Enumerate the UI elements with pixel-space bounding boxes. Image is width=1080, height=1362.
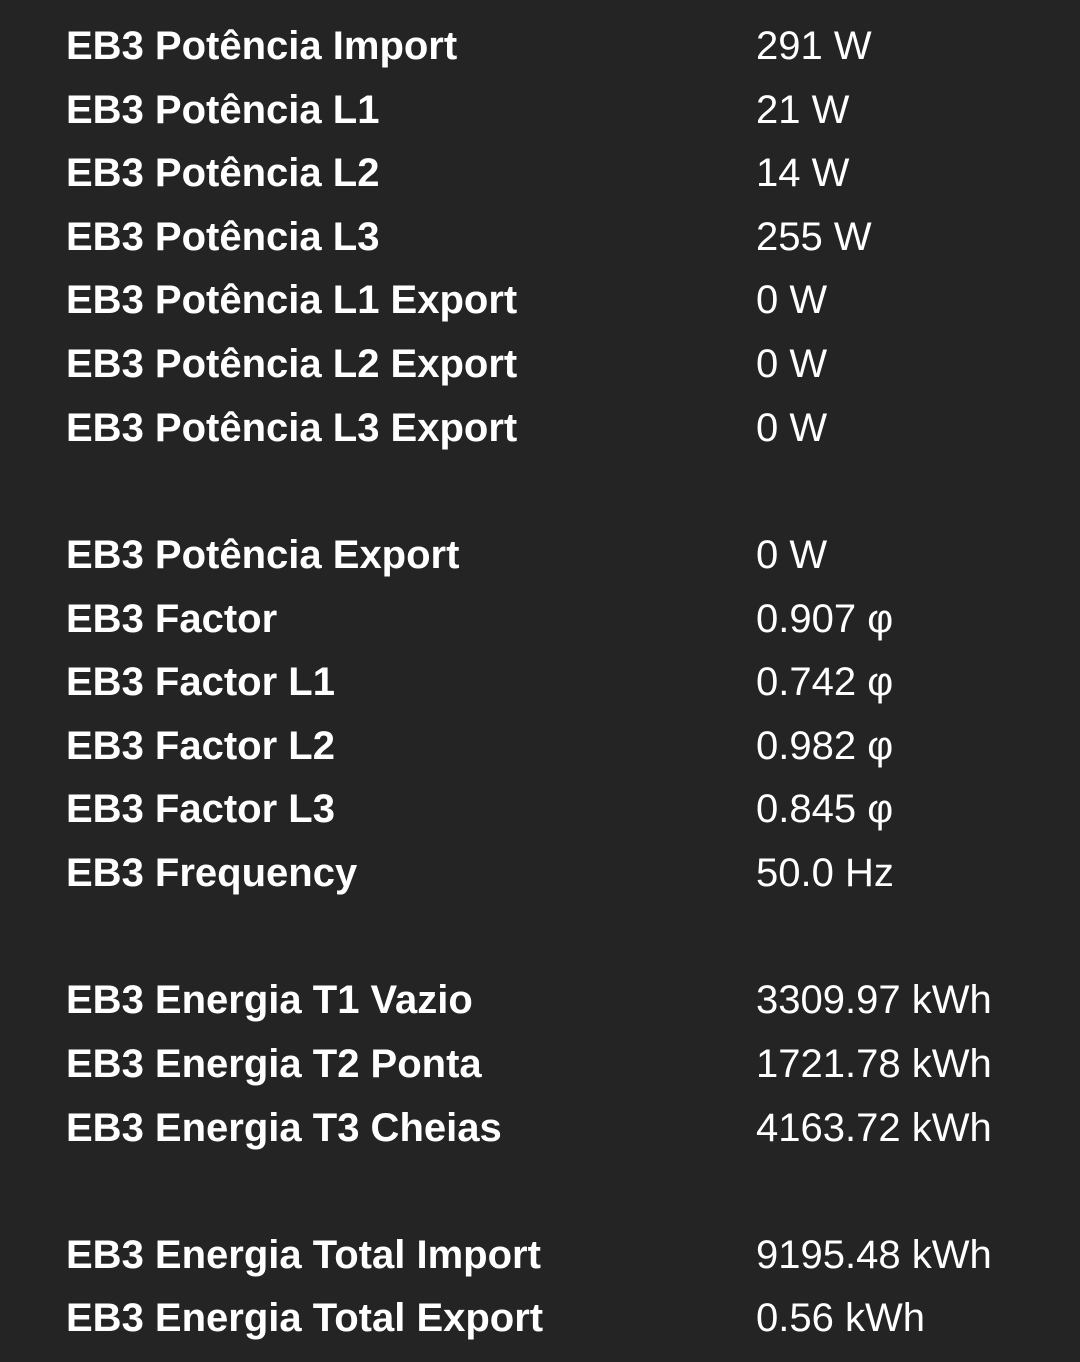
sensor-row-frequency[interactable]: EB3 Frequency 50.0 Hz (0, 841, 1080, 905)
sensor-value: 14 W (756, 151, 850, 195)
sensor-label: EB3 Potência L3 (66, 215, 380, 259)
sensor-row-factor-l1[interactable]: EB3 Factor L1 0.742 φ (0, 650, 1080, 714)
sensor-row-potencia-import[interactable]: EB3 Potência Import 291 W (0, 14, 1080, 78)
sensor-label: EB3 Potência Import (66, 24, 458, 68)
sensor-row-factor-l3[interactable]: EB3 Factor L3 0.845 φ (0, 777, 1080, 841)
sensor-value: 50.0 Hz (756, 851, 894, 895)
sensor-value: 0 W (756, 278, 828, 322)
sensor-label: EB3 Factor (66, 597, 278, 641)
sensor-value: 255 W (756, 215, 872, 259)
sensor-label: EB3 Potência L1 Export (66, 278, 518, 322)
sensor-value: 1721.78 kWh (756, 1042, 992, 1086)
sensor-value: 0.907 φ (756, 597, 894, 641)
sensor-label: EB3 Energia T3 Cheias (66, 1106, 502, 1150)
sensor-value: 0.982 φ (756, 724, 894, 768)
sensor-value: 9195.48 kWh (756, 1233, 992, 1277)
sensor-row-factor[interactable]: EB3 Factor 0.907 φ (0, 587, 1080, 651)
sensor-row-potencia-l1-export[interactable]: EB3 Potência L1 Export 0 W (0, 268, 1080, 332)
sensor-value: 0 W (756, 533, 828, 577)
sensor-value: 0.742 φ (756, 660, 894, 704)
sensor-label: EB3 Factor L3 (66, 787, 335, 831)
sensor-value: 3309.97 kWh (756, 978, 992, 1022)
sensor-value: 0.845 φ (756, 787, 894, 831)
sensor-row-potencia-l3-export[interactable]: EB3 Potência L3 Export 0 W (0, 396, 1080, 460)
sensor-row-potencia-export[interactable]: EB3 Potência Export 0 W (0, 523, 1080, 587)
sensor-row-potencia-l2[interactable]: EB3 Potência L2 14 W (0, 141, 1080, 205)
sensor-row-energia-total-export[interactable]: EB3 Energia Total Export 0.56 kWh (0, 1286, 1080, 1350)
sensor-label: EB3 Potência L3 Export (66, 406, 518, 450)
sensor-row-potencia-l3[interactable]: EB3 Potência L3 255 W (0, 205, 1080, 269)
sensor-row-potencia-l1[interactable]: EB3 Potência L1 21 W (0, 78, 1080, 142)
sensor-label: EB3 Potência L1 (66, 88, 380, 132)
sensor-row-energia-t2-ponta[interactable]: EB3 Energia T2 Ponta 1721.78 kWh (0, 1032, 1080, 1096)
sensor-label: EB3 Potência Export (66, 533, 460, 577)
sensor-value: 291 W (756, 24, 872, 68)
sensor-row-factor-l2[interactable]: EB3 Factor L2 0.982 φ (0, 714, 1080, 778)
sensor-label: EB3 Energia T1 Vazio (66, 978, 473, 1022)
sensor-row-energia-total-import[interactable]: EB3 Energia Total Import 9195.48 kWh (0, 1223, 1080, 1287)
sensor-label: EB3 Energia Total Import (66, 1233, 541, 1277)
sensor-value: 0 W (756, 406, 828, 450)
sensor-row-energia-t1-vazio[interactable]: EB3 Energia T1 Vazio 3309.97 kWh (0, 968, 1080, 1032)
sensor-value: 0 W (756, 342, 828, 386)
sensor-label: EB3 Frequency (66, 851, 358, 895)
sensor-row-energia-t3-cheias[interactable]: EB3 Energia T3 Cheias 4163.72 kWh (0, 1096, 1080, 1160)
sensor-label: EB3 Potência L2 Export (66, 342, 518, 386)
sensor-value: 4163.72 kWh (756, 1106, 992, 1150)
sensor-label: EB3 Factor L1 (66, 660, 335, 704)
sensor-row-potencia-l2-export[interactable]: EB3 Potência L2 Export 0 W (0, 332, 1080, 396)
sensor-label: EB3 Energia Total Export (66, 1296, 544, 1340)
sensor-label: EB3 Potência L2 (66, 151, 380, 195)
sensor-value: 0.56 kWh (756, 1296, 925, 1340)
sensor-label: EB3 Energia T2 Ponta (66, 1042, 482, 1086)
sensor-label: EB3 Factor L2 (66, 724, 335, 768)
sensor-value: 21 W (756, 88, 850, 132)
